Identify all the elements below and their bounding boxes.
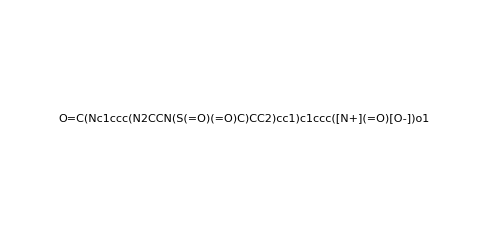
Text: O=C(Nc1ccc(N2CCN(S(=O)(=O)C)CC2)cc1)c1ccc([N+](=O)[O-])o1: O=C(Nc1ccc(N2CCN(S(=O)(=O)C)CC2)cc1)c1cc… (59, 113, 429, 123)
